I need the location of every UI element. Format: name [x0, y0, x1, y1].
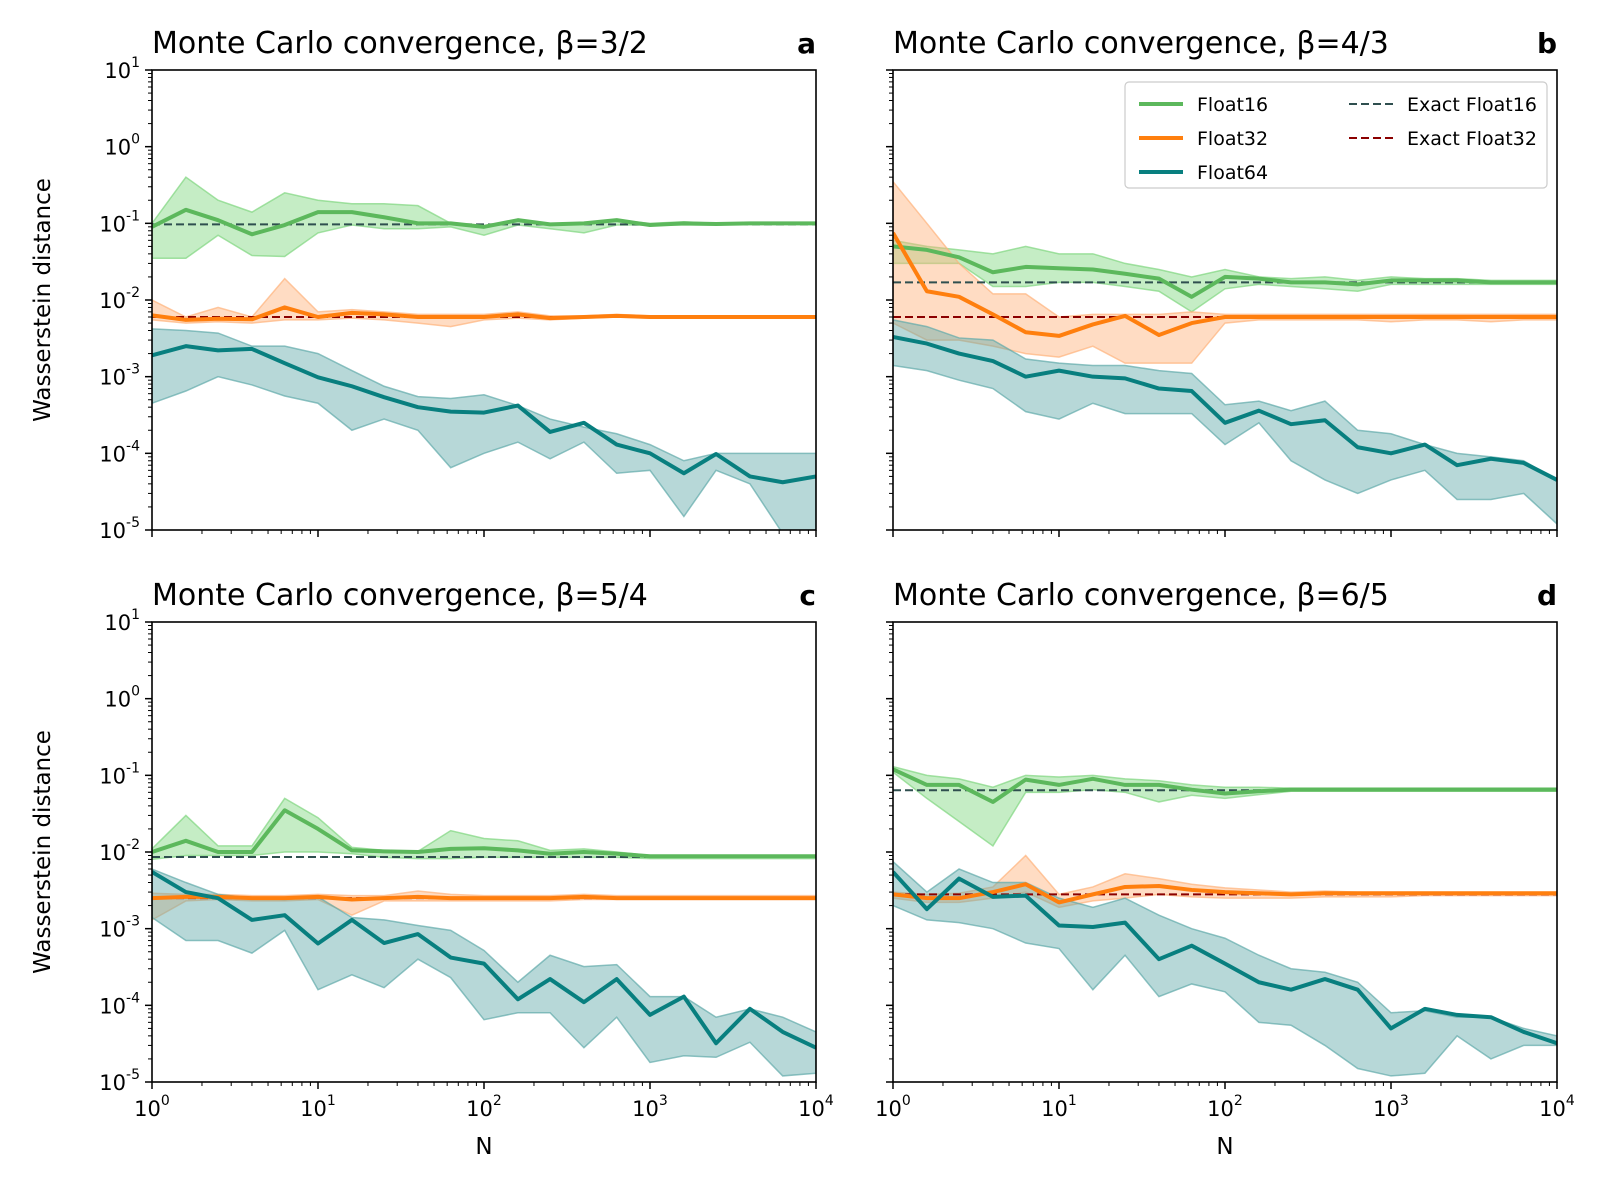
panel-title: Monte Carlo convergence, β=5/4: [152, 578, 648, 613]
panel-label: b: [1537, 27, 1557, 60]
panel-c: 10-5 10-4 10-3 10-2 10-1 100 101 100 101 102 103 10…: [30, 578, 834, 1160]
x-tick-label: 102: [466, 1093, 502, 1121]
line-float32: [893, 231, 1557, 338]
legend: Float16 Float32 Float64 Exact Float16 Exact …: [1124, 81, 1548, 189]
y-tick-label: 10-3: [99, 914, 140, 942]
legend-label-exact-float16: Exact Float16: [1407, 94, 1537, 116]
line-float64: [893, 334, 1557, 482]
band-float32: [152, 277, 816, 328]
y-tick-label: 10-1: [99, 208, 140, 236]
line-float32: [152, 894, 816, 902]
panel-label: a: [797, 27, 816, 60]
panel-label: d: [1537, 579, 1557, 612]
y-axis-label: Wasserstein distance: [30, 178, 56, 422]
band-float16: [152, 176, 816, 260]
y-tick-label: 101: [104, 607, 140, 635]
y-tick-label: 10-5: [99, 1067, 140, 1095]
x-tick-label: 100: [875, 1093, 911, 1121]
line-float16: [152, 207, 816, 237]
line-float16: [152, 808, 816, 859]
x-tick-label: 101: [300, 1093, 336, 1121]
legend-label-float32: Float32: [1197, 128, 1268, 150]
x-tick-label: 104: [1539, 1093, 1575, 1121]
band-float16: [893, 765, 1557, 848]
x-tick-label: 103: [632, 1093, 668, 1121]
panel-b: Monte Carlo convergence, β=4/3 bFloat16Fl…: [886, 26, 1558, 537]
band-float64: [893, 860, 1557, 1077]
plot-area: [152, 176, 816, 530]
line-float16: [893, 244, 1557, 299]
panel-title: Monte Carlo convergence, β=6/5: [893, 578, 1389, 613]
band-float64: [152, 328, 816, 530]
legend-label-exact-float32: Exact Float32: [1407, 128, 1537, 150]
line-float64: [152, 870, 816, 1050]
plot-area: [893, 180, 1557, 525]
line-float16: [893, 767, 1557, 804]
legend-box: [1124, 81, 1548, 189]
legend-label-float16: Float16: [1197, 94, 1268, 116]
panel-title: Monte Carlo convergence, β=4/3: [893, 26, 1389, 61]
panel-title: Monte Carlo convergence, β=3/2: [152, 26, 648, 61]
x-tick-label: 104: [798, 1093, 834, 1121]
panel-label: c: [799, 579, 816, 612]
x-tick-label: 102: [1207, 1093, 1243, 1121]
legend-label-float64: Float64: [1197, 162, 1268, 184]
x-axis-label: N: [475, 1134, 492, 1160]
y-tick-label: 101: [104, 55, 140, 83]
line-float64: [893, 870, 1557, 1046]
y-tick-label: 10-5: [99, 515, 140, 543]
y-tick-label: 10-4: [99, 438, 140, 466]
line-float64: [152, 344, 816, 485]
x-tick-label: 103: [1373, 1093, 1409, 1121]
band-float64: [152, 868, 816, 1077]
y-tick-label: 10-4: [99, 990, 140, 1018]
panel-d: 100 101 102 103 104 Monte Carlo convergence, …: [875, 578, 1575, 1160]
plot-area: [152, 797, 816, 1077]
line-float32: [152, 305, 816, 322]
panel-a: 10-5 10-4 10-3 10-2 10-1 100 101 Monte Carlo co…: [30, 26, 817, 543]
line-float32: [893, 882, 1557, 905]
x-tick-label: 100: [134, 1093, 170, 1121]
y-tick-label: 10-2: [99, 285, 140, 313]
y-tick-label: 100: [104, 684, 140, 712]
y-tick-label: 10-3: [99, 362, 140, 390]
y-tick-label: 10-2: [99, 837, 140, 865]
x-tick-label: 101: [1041, 1093, 1077, 1121]
y-tick-label: 10-1: [99, 760, 140, 788]
y-tick-label: 100: [104, 132, 140, 160]
y-axis-label: Wasserstein distance: [30, 730, 56, 974]
plot-area: [893, 765, 1557, 1077]
x-axis-label: N: [1216, 1134, 1233, 1160]
